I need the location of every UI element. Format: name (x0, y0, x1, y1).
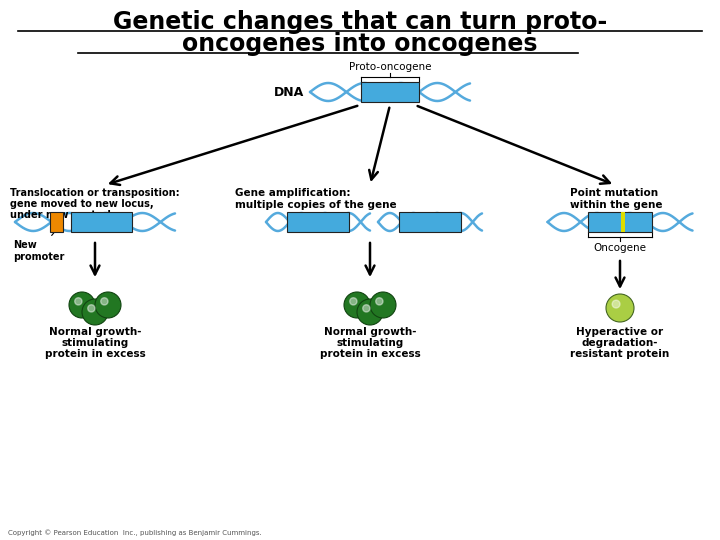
Bar (621, 212, 625, 232)
Circle shape (363, 305, 370, 312)
Circle shape (357, 299, 383, 325)
Text: Copyright © Pearson Education  Inc., publishing as Benjamir Cummings.: Copyright © Pearson Education Inc., publ… (8, 529, 262, 536)
Circle shape (75, 298, 82, 305)
Circle shape (95, 292, 121, 318)
Bar (588, 212, 652, 232)
Text: Normal growth-: Normal growth- (49, 327, 141, 337)
Text: multiple copies of the gene: multiple copies of the gene (235, 200, 397, 210)
Text: protein in excess: protein in excess (45, 349, 145, 359)
Text: Normal growth-: Normal growth- (324, 327, 416, 337)
Bar (50, 212, 63, 232)
Circle shape (350, 298, 357, 305)
Text: stimulating: stimulating (336, 338, 404, 348)
Text: Gene amplification:: Gene amplification: (235, 188, 351, 198)
Circle shape (612, 300, 620, 308)
Circle shape (606, 294, 634, 322)
Text: under new controls: under new controls (10, 210, 117, 220)
Text: protein in excess: protein in excess (320, 349, 420, 359)
Text: New
promoter: New promoter (13, 232, 64, 262)
Circle shape (88, 305, 95, 312)
Text: oncogenes into oncogenes: oncogenes into oncogenes (182, 32, 538, 56)
Bar (361, 82, 419, 102)
Circle shape (69, 292, 95, 318)
Text: Hyperactive or: Hyperactive or (577, 327, 664, 337)
Text: DNA: DNA (274, 85, 304, 98)
Circle shape (82, 299, 108, 325)
Bar (71, 212, 132, 232)
Text: Point mutation: Point mutation (570, 188, 658, 198)
Text: stimulating: stimulating (61, 338, 129, 348)
Text: degradation-: degradation- (582, 338, 658, 348)
Text: Translocation or transposition:: Translocation or transposition: (10, 188, 179, 198)
Circle shape (376, 298, 383, 305)
Circle shape (101, 298, 108, 305)
Text: within the gene: within the gene (570, 200, 662, 210)
Bar (287, 212, 349, 232)
Text: Genetic changes that can turn proto-: Genetic changes that can turn proto- (113, 10, 607, 34)
Text: Oncogene: Oncogene (593, 243, 647, 253)
Text: Proto-oncogene: Proto-oncogene (348, 62, 431, 72)
Circle shape (344, 292, 370, 318)
Circle shape (370, 292, 396, 318)
Text: gene moved to new locus,: gene moved to new locus, (10, 199, 153, 209)
Bar (399, 212, 462, 232)
Text: resistant protein: resistant protein (570, 349, 670, 359)
